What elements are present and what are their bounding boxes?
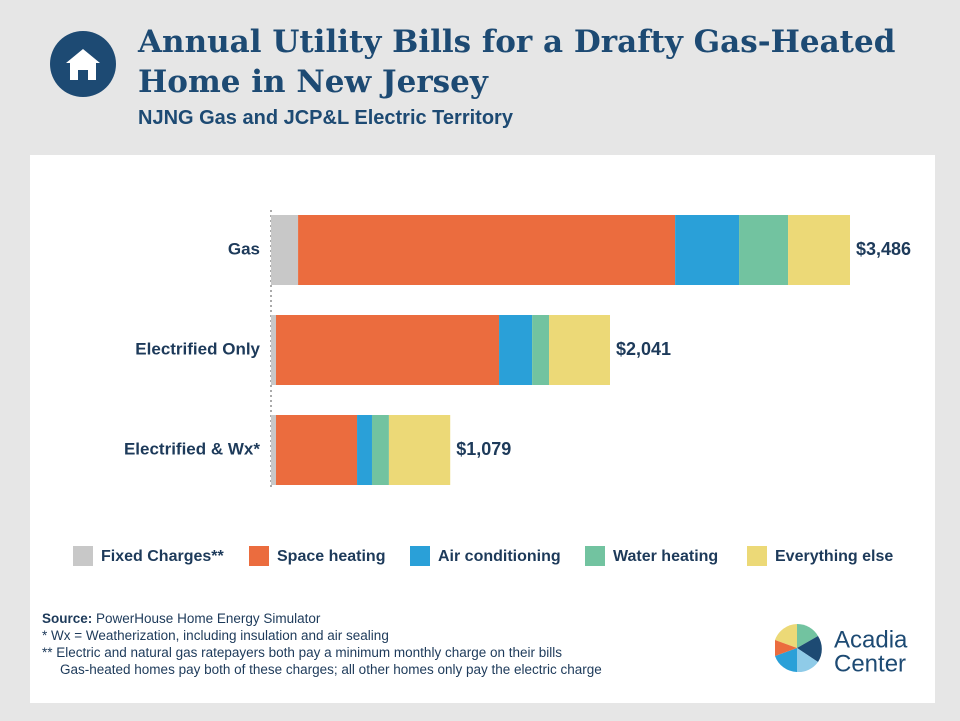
legend-swatch [585,546,605,566]
logo-text: Acadia [834,626,908,653]
chart-subtitle: NJNG Gas and JCP&L Electric Territory [138,107,513,129]
bar-segment [549,315,610,385]
total-label: $2,041 [616,339,671,359]
bar-segment [271,415,276,485]
legend-swatch [73,546,93,566]
bar-segment [275,315,500,385]
note: * Wx = Weatherization, including insulat… [42,628,389,643]
legend-swatch [249,546,269,566]
chart-title: Annual Utility Bills for a Drafty Gas-He… [138,24,896,100]
legend-label: Water heating [613,548,718,565]
house-icon [66,49,100,80]
bar-segment [499,315,533,385]
bar-segment [739,215,789,285]
note: ** Electric and natural gas ratepayers b… [42,645,563,660]
footnotes: Source: PowerHouse Home Energy Simulator… [42,610,602,678]
legend-label: Fixed Charges** [101,548,224,565]
y-tick-label: Electrified Only [135,339,260,358]
total-label: $3,486 [856,239,911,259]
source-text: PowerHouse Home Energy Simulator [96,611,321,626]
legend-label: Air conditioning [438,548,561,565]
source: Source: PowerHouse Home Energy Simulator [42,610,602,627]
bar-segment [371,415,389,485]
source-label: Source: [42,611,93,626]
legend-label: Space heating [277,548,385,565]
legend-swatch [747,546,767,566]
total-label: $1,079 [456,439,511,459]
bar-segment [271,315,276,385]
y-tick-label: Gas [228,239,260,258]
bar-segment [271,215,299,285]
logo-text: Center [834,650,906,677]
bar-segment [675,215,740,285]
bar-segment [788,215,850,285]
bar-segment [275,415,358,485]
logo-mark [775,623,822,673]
bar-segment [388,415,451,485]
legend-swatch [410,546,430,566]
note: Gas-heated homes pay both of these charg… [60,662,602,677]
bar-segment [298,215,676,285]
y-tick-label: Electrified & Wx* [124,439,260,458]
bar-segment [357,415,372,485]
legend-label: Everything else [775,548,893,565]
bar-segment [532,315,550,385]
